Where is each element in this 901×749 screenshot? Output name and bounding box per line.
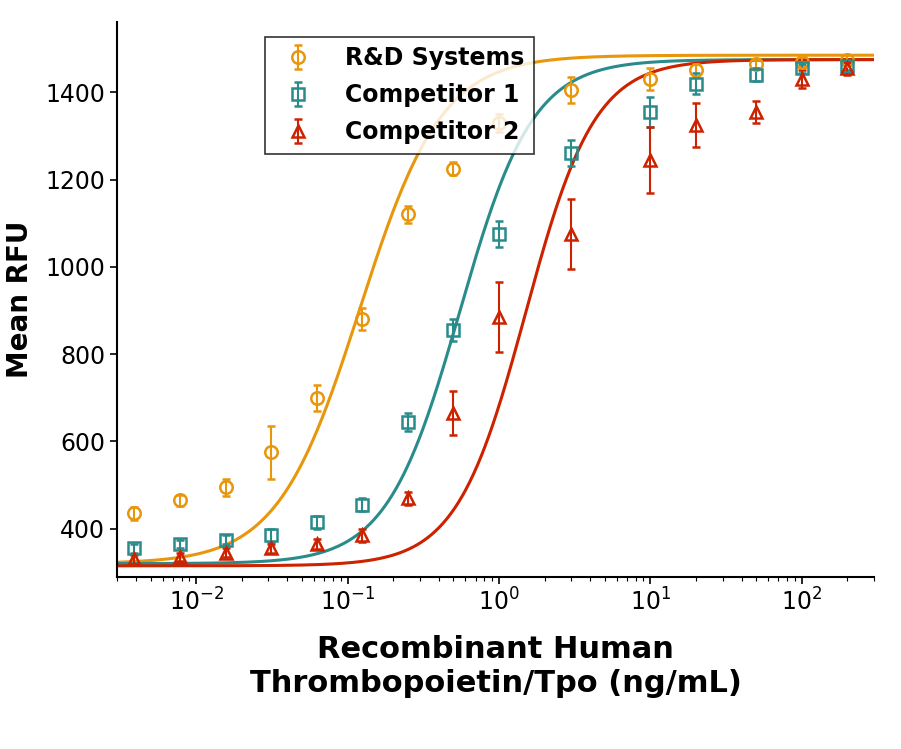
Y-axis label: Mean RFU: Mean RFU (6, 221, 34, 378)
X-axis label: Recombinant Human
Thrombopoietin/Tpo (ng/mL): Recombinant Human Thrombopoietin/Tpo (ng… (250, 635, 742, 698)
Legend: R&D Systems, Competitor 1, Competitor 2: R&D Systems, Competitor 1, Competitor 2 (265, 37, 534, 154)
